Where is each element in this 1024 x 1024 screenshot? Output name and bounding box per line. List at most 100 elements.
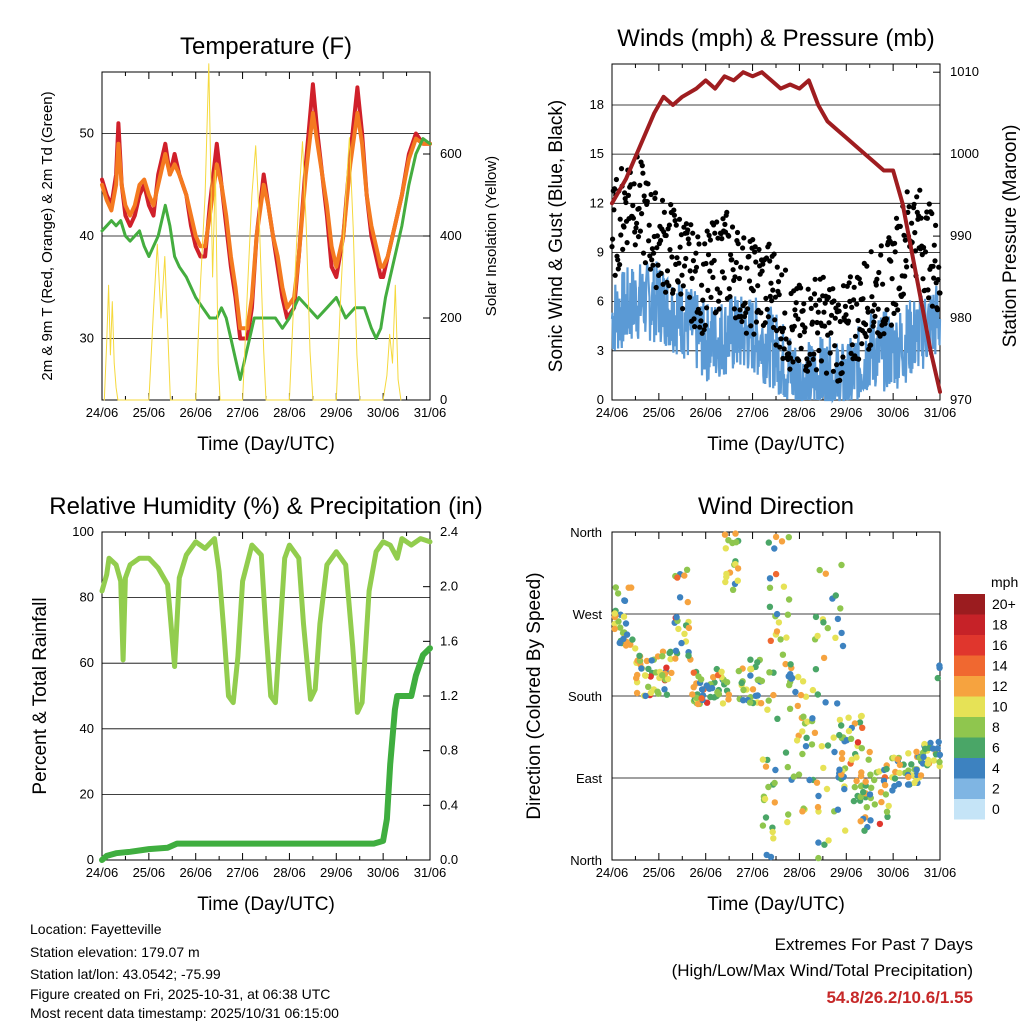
direction-point xyxy=(761,795,769,803)
direction-point xyxy=(616,639,623,647)
x-tick-label: 24/06 xyxy=(596,405,629,420)
gust-point xyxy=(674,255,680,261)
legend-label: 8 xyxy=(992,719,1000,735)
legend-swatch xyxy=(954,778,985,799)
gust-point xyxy=(678,291,684,297)
gust-point xyxy=(620,246,626,252)
direction-point xyxy=(771,545,778,552)
x-tick-label: 26/06 xyxy=(179,865,212,880)
gust-point xyxy=(630,215,637,221)
direction-point xyxy=(911,779,918,786)
direction-point xyxy=(813,779,821,786)
gust-point xyxy=(744,265,750,271)
gust-point xyxy=(816,347,822,354)
direction-point xyxy=(766,669,773,676)
gust-point xyxy=(842,303,849,309)
gust-point xyxy=(793,312,799,318)
direction-point xyxy=(837,605,844,612)
direction-point xyxy=(767,637,774,644)
gust-point xyxy=(786,340,792,346)
direction-point xyxy=(623,631,631,638)
direction-point xyxy=(695,673,702,680)
direction-point xyxy=(703,699,711,706)
direction-point xyxy=(799,750,806,758)
legend-label: 18 xyxy=(992,617,1008,633)
direction-point xyxy=(921,740,928,748)
gust-point xyxy=(863,334,869,340)
direction-point xyxy=(690,669,697,676)
gust-point xyxy=(728,252,734,258)
legend-swatch xyxy=(954,696,985,717)
gust-point xyxy=(798,285,804,291)
gust-point xyxy=(637,228,644,234)
y-tick-label: 0 xyxy=(597,392,604,407)
gust-point xyxy=(935,277,941,283)
gust-point xyxy=(864,263,870,269)
direction-point xyxy=(838,629,845,637)
direction-point xyxy=(929,745,937,752)
x-tick-label: 27/06 xyxy=(736,405,769,420)
x-tick-label: 27/06 xyxy=(736,865,769,880)
direction-point xyxy=(698,686,706,693)
direction-point xyxy=(765,539,772,546)
legend-label: 4 xyxy=(992,760,1000,776)
direction-point xyxy=(917,772,925,779)
direction-point xyxy=(802,693,810,700)
gust-point xyxy=(735,241,741,247)
y-tick-label: 30 xyxy=(80,331,94,346)
direction-point xyxy=(814,691,821,698)
direction-point xyxy=(792,688,799,696)
gust-point xyxy=(683,221,690,227)
direction-point xyxy=(809,715,816,722)
gust-point xyxy=(699,282,705,288)
gust-point xyxy=(828,312,835,318)
y-right-tick-label: 600 xyxy=(440,146,462,161)
gust-point xyxy=(663,232,669,239)
direction-point xyxy=(632,645,639,652)
gust-point xyxy=(717,290,723,296)
direction-point xyxy=(824,742,832,749)
legend-swatch xyxy=(954,717,985,738)
direction-point xyxy=(765,697,772,704)
y-right-tick-label: 970 xyxy=(950,392,972,407)
direction-point xyxy=(759,756,767,763)
direction-point xyxy=(823,785,831,793)
gust-point xyxy=(631,181,637,187)
series-9m-t xyxy=(100,111,432,331)
y-tick-label: 20 xyxy=(80,786,94,801)
y-tick-label: 18 xyxy=(590,97,604,112)
gust-point xyxy=(663,289,669,295)
gust-point xyxy=(856,356,862,362)
gust-point xyxy=(750,237,756,243)
direction-point xyxy=(867,771,874,778)
x-axis-label: Time (Day/UTC) xyxy=(707,434,845,455)
gust-point xyxy=(883,316,890,322)
gust-point xyxy=(743,330,750,336)
gust-point xyxy=(802,325,808,331)
direction-point xyxy=(752,692,759,699)
direction-point xyxy=(797,691,805,699)
direction-point xyxy=(808,741,816,748)
gust-point xyxy=(881,331,887,337)
gust-point xyxy=(922,249,929,255)
gust-point xyxy=(649,246,656,252)
direction-point xyxy=(927,739,934,747)
gust-point xyxy=(695,306,702,312)
gust-point xyxy=(736,275,743,282)
direction-point xyxy=(834,700,841,707)
y-axis-label: Sonic Wind & Gust (Blue, Black) xyxy=(546,100,567,372)
gust-point xyxy=(921,244,927,251)
series-total-rainfall xyxy=(99,645,433,863)
gust-point xyxy=(820,274,826,280)
direction-point xyxy=(930,757,938,764)
gust-point xyxy=(659,197,666,203)
gust-point xyxy=(914,194,920,200)
direction-point xyxy=(865,756,872,763)
direction-point xyxy=(749,686,757,693)
x-tick-label: 31/06 xyxy=(414,405,447,420)
gust-point xyxy=(807,351,813,357)
direction-point xyxy=(666,649,673,657)
gust-point xyxy=(830,286,836,292)
gust-point xyxy=(876,269,882,276)
gust-point xyxy=(636,205,642,212)
